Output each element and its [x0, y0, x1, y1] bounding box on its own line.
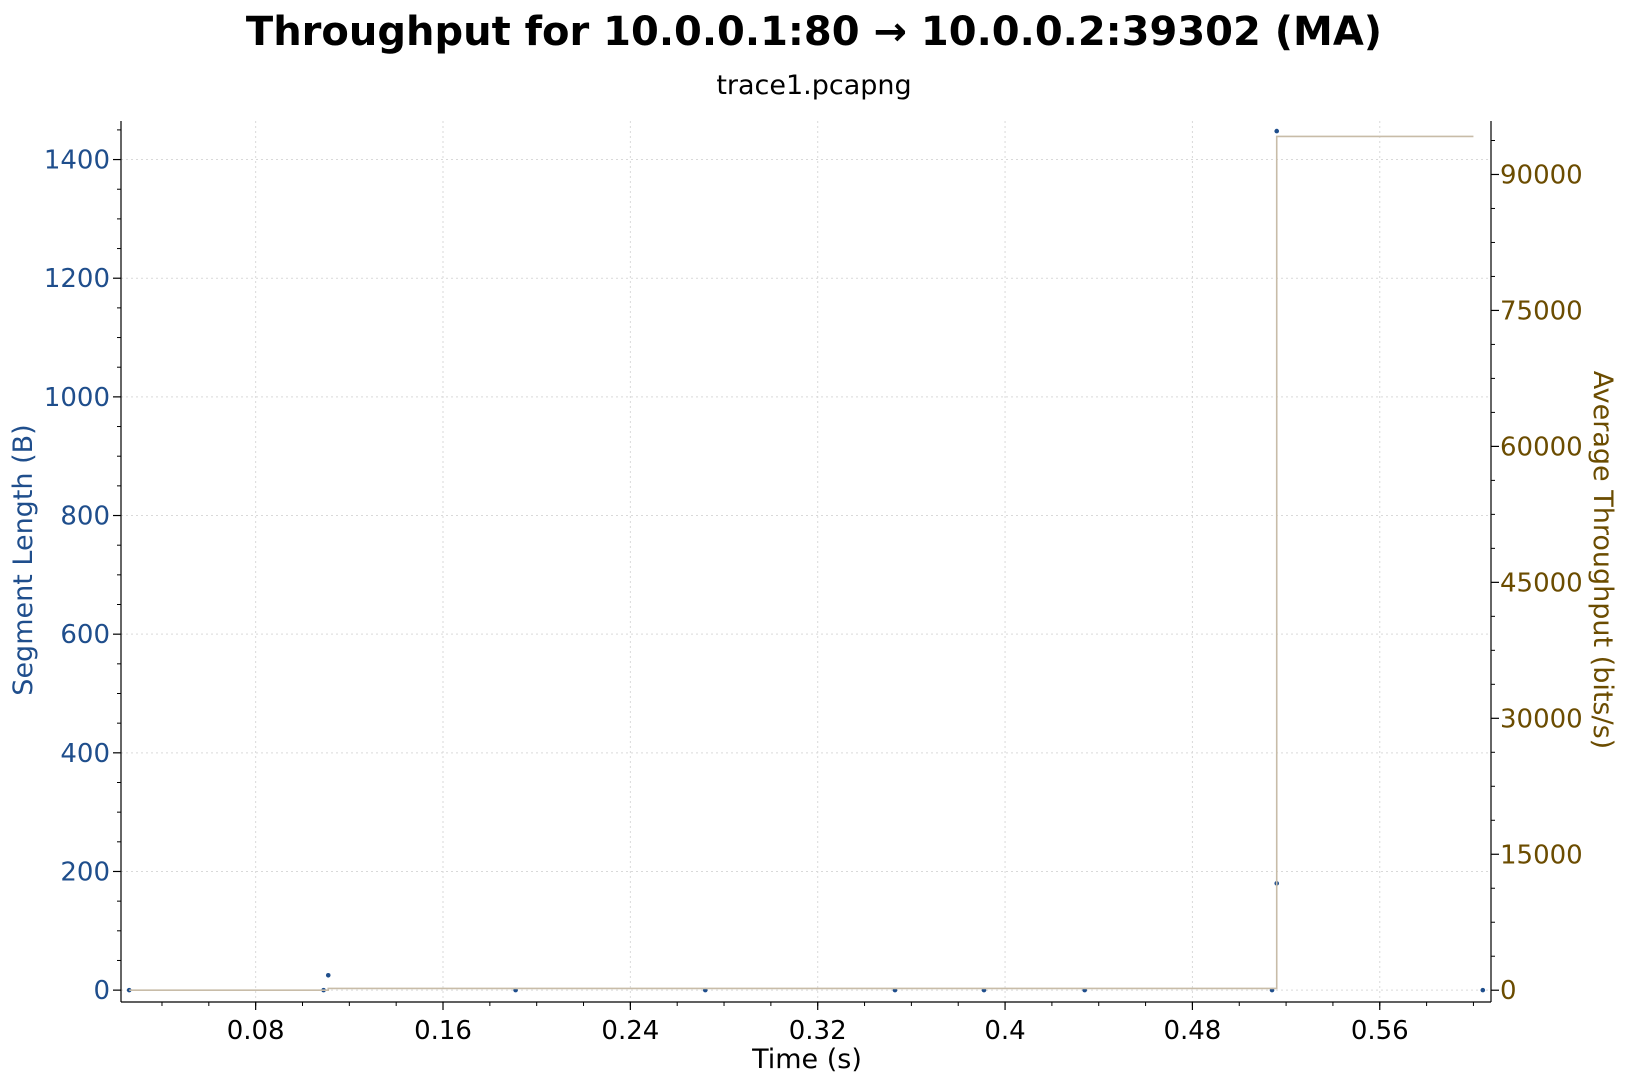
x-tick-label: 0.24: [601, 1016, 659, 1046]
y-left-tick-label: 0: [93, 976, 110, 1006]
y-right-tick-label: 45000: [1500, 568, 1583, 598]
y-right-tick-label: 90000: [1500, 160, 1583, 190]
grid-lines: [121, 121, 1491, 1002]
y-right-tick-label: 30000: [1500, 704, 1583, 734]
x-tick-label: 0.32: [789, 1016, 847, 1046]
y-left-tick-label: 200: [60, 857, 110, 887]
y-axis-right-label: Average Throughput (bits/s): [1587, 371, 1618, 749]
x-axis-label: Time (s): [751, 1044, 862, 1075]
y-left-tick-label: 800: [60, 502, 110, 532]
tick-labels: 0.08 0.16 0.24 0.32 0.4 0.48 0.56 0 200 400 600 800…: [44, 146, 1583, 1046]
y-left-tick-label: 1000: [44, 383, 110, 413]
throughput-step-line: [129, 135, 1474, 992]
segment-point: [1480, 987, 1486, 993]
axes: [113, 121, 1499, 1010]
y-right-tick-label: 0: [1500, 976, 1517, 1006]
chart-title: Throughput for 10.0.0.1:80 → 10.0.0.2:39…: [246, 9, 1382, 55]
y-left-tick-label: 1400: [44, 146, 110, 176]
y-right-tick-label: 60000: [1500, 432, 1583, 462]
x-tick-label: 0.16: [414, 1016, 472, 1046]
y-left-tick-label: 1200: [44, 264, 110, 294]
chart-subtitle: trace1.pcapng: [716, 70, 911, 101]
x-tick-label: 0.08: [227, 1016, 285, 1046]
y-left-tick-label: 600: [60, 620, 110, 650]
y-axis-left-label: Segment Length (B): [8, 424, 39, 695]
y-left-tick-label: 400: [60, 739, 110, 769]
segment-point: [1274, 128, 1280, 134]
x-tick-label: 0.4: [984, 1016, 1025, 1046]
x-tick-label: 0.48: [1163, 1016, 1221, 1046]
y-right-tick-label: 15000: [1500, 840, 1583, 870]
segment-point: [325, 973, 331, 978]
plot-series: [126, 128, 1486, 993]
x-tick-label: 0.56: [1351, 1016, 1409, 1046]
y-right-tick-label: 75000: [1500, 296, 1583, 326]
